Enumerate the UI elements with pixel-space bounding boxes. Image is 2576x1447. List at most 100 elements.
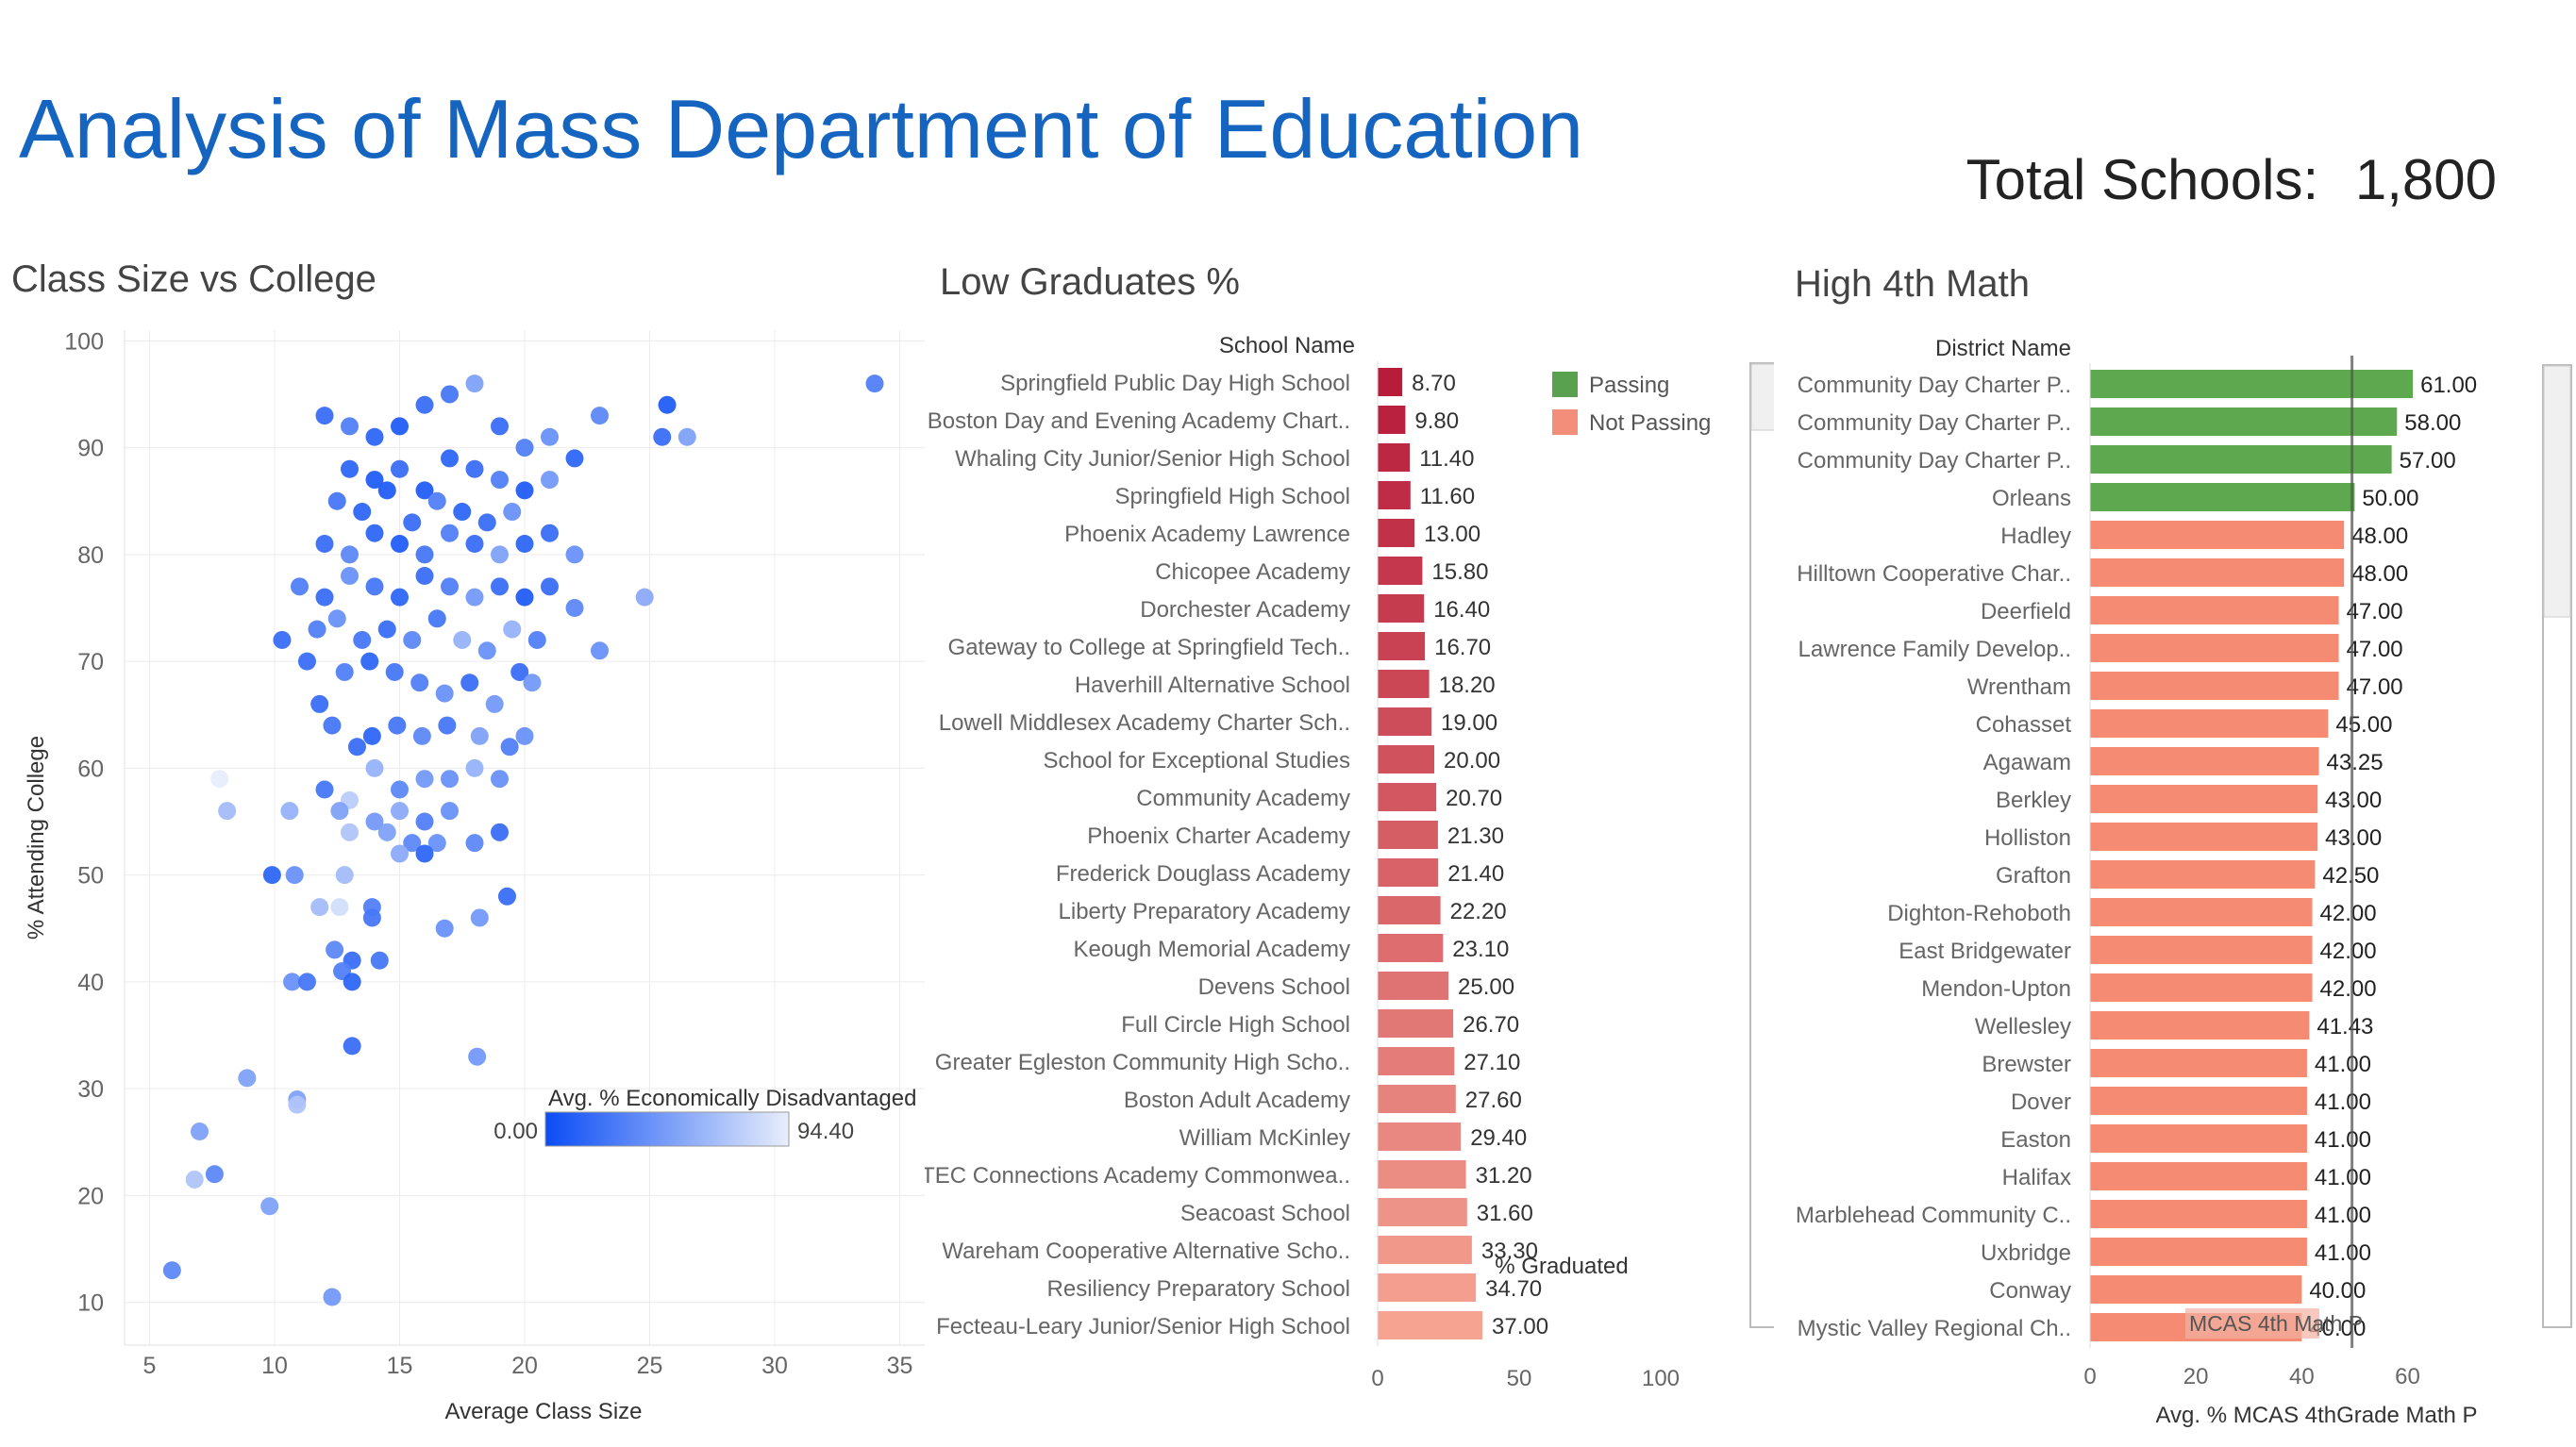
graduation-value-label: 20.00 <box>1444 748 1500 773</box>
math-value-label: 43.00 <box>2325 788 2382 813</box>
scatter-point <box>465 535 484 554</box>
scatter-point <box>415 770 434 789</box>
scatter-point <box>427 491 446 510</box>
math-value-label: 41.00 <box>2315 1052 2371 1077</box>
scatter-point <box>391 588 409 607</box>
scatter-point <box>427 834 446 853</box>
math-bar <box>2090 407 2398 436</box>
scatter-point <box>385 662 404 681</box>
scatter-point <box>288 1095 307 1114</box>
category-header: District Name <box>1935 336 2071 361</box>
scatter-point <box>280 802 299 821</box>
total-schools-label: Total Schools: <box>1965 148 2319 211</box>
school-name-label: Phoenix Academy Lawrence <box>1064 522 1350 547</box>
scatter-point <box>477 513 496 532</box>
scatter-point <box>377 481 396 500</box>
school-name-label: Springfield High School <box>1115 484 1350 509</box>
scatter-point <box>435 684 454 703</box>
scatter-chart[interactable]: 10 20 30 40 50 60 70 80 90 100 5 10 15 20 25 30 35 Averag… <box>0 311 934 1447</box>
math-bar <box>2090 370 2414 398</box>
scatter-point <box>491 417 509 436</box>
school-name-label: Phoenix Charter Academy <box>1087 823 1350 849</box>
graduation-bar <box>1378 1160 1466 1189</box>
scatter-point <box>291 577 309 596</box>
graduation-bar <box>1378 443 1411 472</box>
scatter-point <box>335 866 354 885</box>
scatter-point <box>323 1288 342 1306</box>
math-value-label: 41.00 <box>2315 1127 2371 1153</box>
district-name-label: Lawrence Family Develop.. <box>1798 637 2071 662</box>
graduation-value-label: 25.00 <box>1458 974 1514 1000</box>
color-legend-min: 0.00 <box>493 1119 538 1144</box>
high-math-chart-title: High 4th Math <box>1795 263 2031 305</box>
reference-line-label-bg <box>2185 1308 2319 1339</box>
y-tick-label: 70 <box>77 649 104 675</box>
scatter-point <box>210 770 229 789</box>
scatter-point <box>365 577 384 596</box>
scatter-point <box>491 471 509 490</box>
math-bar <box>2090 1011 2310 1040</box>
graduation-value-label: 31.60 <box>1477 1201 1533 1226</box>
scatter-point <box>465 834 484 853</box>
scatter-point <box>391 535 409 554</box>
scatter-point <box>415 395 434 414</box>
x-tick-label: 100 <box>1642 1366 1680 1391</box>
graduation-bar <box>1378 519 1414 547</box>
scatter-point <box>353 630 372 649</box>
graduation-bar <box>1378 557 1423 585</box>
graduation-value-label: 27.60 <box>1465 1088 1522 1113</box>
scatter-point <box>485 694 504 713</box>
scatter-point <box>347 738 366 757</box>
scatter-point <box>388 716 407 735</box>
scatter-point <box>435 919 454 938</box>
scatter-point <box>341 823 359 841</box>
scatter-point <box>465 588 484 607</box>
math-value-label: 41.43 <box>2317 1014 2373 1040</box>
graduation-bar <box>1378 1085 1456 1113</box>
school-name-label: Springfield Public Day High School <box>1000 371 1350 396</box>
math-bar <box>2090 860 2316 889</box>
scrollbar-thumb <box>2543 365 2571 618</box>
scatter-point <box>403 834 422 853</box>
scatter-point <box>477 641 496 660</box>
graduation-value-label: 23.10 <box>1452 937 1509 962</box>
x-tick-label: 20 <box>2183 1364 2209 1389</box>
scatter-point <box>191 1122 209 1140</box>
math-value-label: 41.00 <box>2315 1240 2371 1266</box>
scatter-point <box>315 535 334 554</box>
legend-swatch <box>1552 409 1578 435</box>
scatter-point <box>427 609 446 628</box>
graduation-bar <box>1378 1198 1467 1226</box>
scatter-point <box>591 407 609 425</box>
graduation-value-label: 21.30 <box>1447 823 1504 849</box>
graduation-bar <box>1378 406 1406 434</box>
scatter-point <box>341 567 359 586</box>
page-title: Analysis of Mass Department of Education <box>19 82 1584 175</box>
math-bar <box>2090 596 2339 624</box>
scatter-point <box>403 513 422 532</box>
math-value-label: 58.00 <box>2404 410 2461 436</box>
scatter-point <box>415 812 434 831</box>
scatter-point <box>283 973 302 991</box>
low-graduates-chart[interactable]: School Name Springfield Public Day High S… <box>925 321 1774 1447</box>
math-bar <box>2090 1087 2307 1115</box>
scatter-point <box>441 802 459 821</box>
scatter-point <box>412 726 431 745</box>
scatter-point <box>565 545 584 564</box>
district-name-label: Conway <box>1989 1278 2071 1304</box>
high-math-chart[interactable]: District Name Community Day Charter P.. 61… <box>1774 321 2576 1447</box>
y-axis-title: % Attending College <box>24 736 49 940</box>
scatter-point <box>360 652 379 671</box>
scatter-point <box>365 471 384 490</box>
scatter-point <box>865 374 884 393</box>
math-value-label: 50.00 <box>2362 486 2418 511</box>
x-tick-label: 10 <box>261 1353 288 1379</box>
y-tick-label: 60 <box>77 756 104 782</box>
district-name-label: Uxbridge <box>1981 1240 2071 1266</box>
scatter-point <box>515 535 534 554</box>
district-name-label: Mendon-Upton <box>1921 976 2071 1002</box>
graduation-bar <box>1378 1236 1472 1264</box>
math-bar <box>2090 1124 2307 1153</box>
math-bar <box>2090 483 2355 511</box>
graduation-bar <box>1378 481 1411 509</box>
